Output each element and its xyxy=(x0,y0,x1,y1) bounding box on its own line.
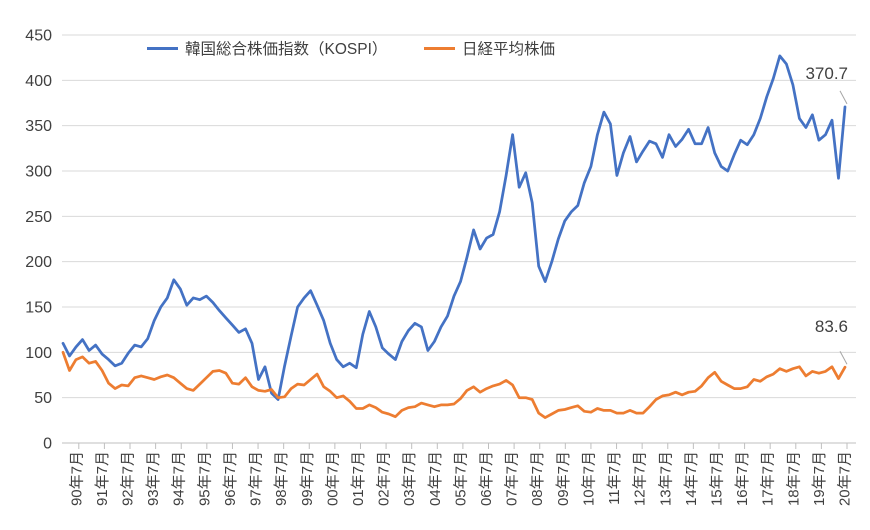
x-axis-label: 02年7月 xyxy=(376,451,393,506)
annotation-leader-line xyxy=(839,90,848,105)
x-axis-label: 93年7月 xyxy=(145,451,162,506)
x-axis-label: 12年7月 xyxy=(632,451,649,506)
x-axis-label: 00年7月 xyxy=(324,451,341,506)
nikkei-series-line xyxy=(61,350,847,419)
x-axis-label: 04年7月 xyxy=(427,451,444,506)
x-axis-label: 11年7月 xyxy=(606,451,623,505)
kospi-series-line xyxy=(61,54,847,401)
y-axis-label: 400 xyxy=(25,73,52,90)
x-axis-label: 16年7月 xyxy=(734,451,751,506)
x-axis-label: 97年7月 xyxy=(248,451,265,506)
x-axis-label: 99年7月 xyxy=(299,451,316,506)
x-axis-label: 08年7月 xyxy=(529,451,546,506)
x-axis-label: 05年7月 xyxy=(452,451,469,506)
x-axis-label: 94年7月 xyxy=(171,451,188,506)
y-axis-label: 300 xyxy=(25,164,52,181)
x-axis-label: 18年7月 xyxy=(785,451,802,506)
annotation-leader-line xyxy=(839,350,848,365)
x-axis-label: 19年7月 xyxy=(811,451,828,506)
x-axis-label: 15年7月 xyxy=(708,451,725,506)
x-axis-label: 10年7月 xyxy=(580,451,597,506)
y-axis-label: 0 xyxy=(43,436,52,453)
y-axis-label: 200 xyxy=(25,254,52,271)
x-axis-label: 07年7月 xyxy=(504,451,521,506)
x-axis-label: 17年7月 xyxy=(760,451,777,506)
y-axis-label: 350 xyxy=(25,118,52,135)
x-axis-label: 91年7月 xyxy=(94,451,111,506)
kospi-end-value-label: 370.7 xyxy=(805,64,848,83)
x-axis-label: 90年7月 xyxy=(68,451,85,506)
y-axis-label: 100 xyxy=(25,345,52,362)
x-axis-label: 06年7月 xyxy=(478,451,495,506)
x-axis-label: 13年7月 xyxy=(657,451,674,506)
y-axis-label: 50 xyxy=(34,390,52,407)
x-axis-label: 98年7月 xyxy=(273,451,290,506)
x-axis-label: 96年7月 xyxy=(222,451,239,506)
nikkei-end-value-label: 83.6 xyxy=(814,317,848,336)
x-axis-label: 03年7月 xyxy=(401,451,418,506)
x-axis-label: 01年7月 xyxy=(350,451,367,506)
y-axis-label: 250 xyxy=(25,209,52,226)
x-axis-label: 92年7月 xyxy=(120,451,137,506)
x-axis-label: 14年7月 xyxy=(683,451,700,506)
y-axis-label: 150 xyxy=(25,300,52,317)
x-axis-label: 20年7月 xyxy=(837,451,854,506)
x-axis-label: 95年7月 xyxy=(196,451,213,506)
x-axis-label: 09年7月 xyxy=(555,451,572,506)
y-axis-label: 450 xyxy=(25,28,52,45)
